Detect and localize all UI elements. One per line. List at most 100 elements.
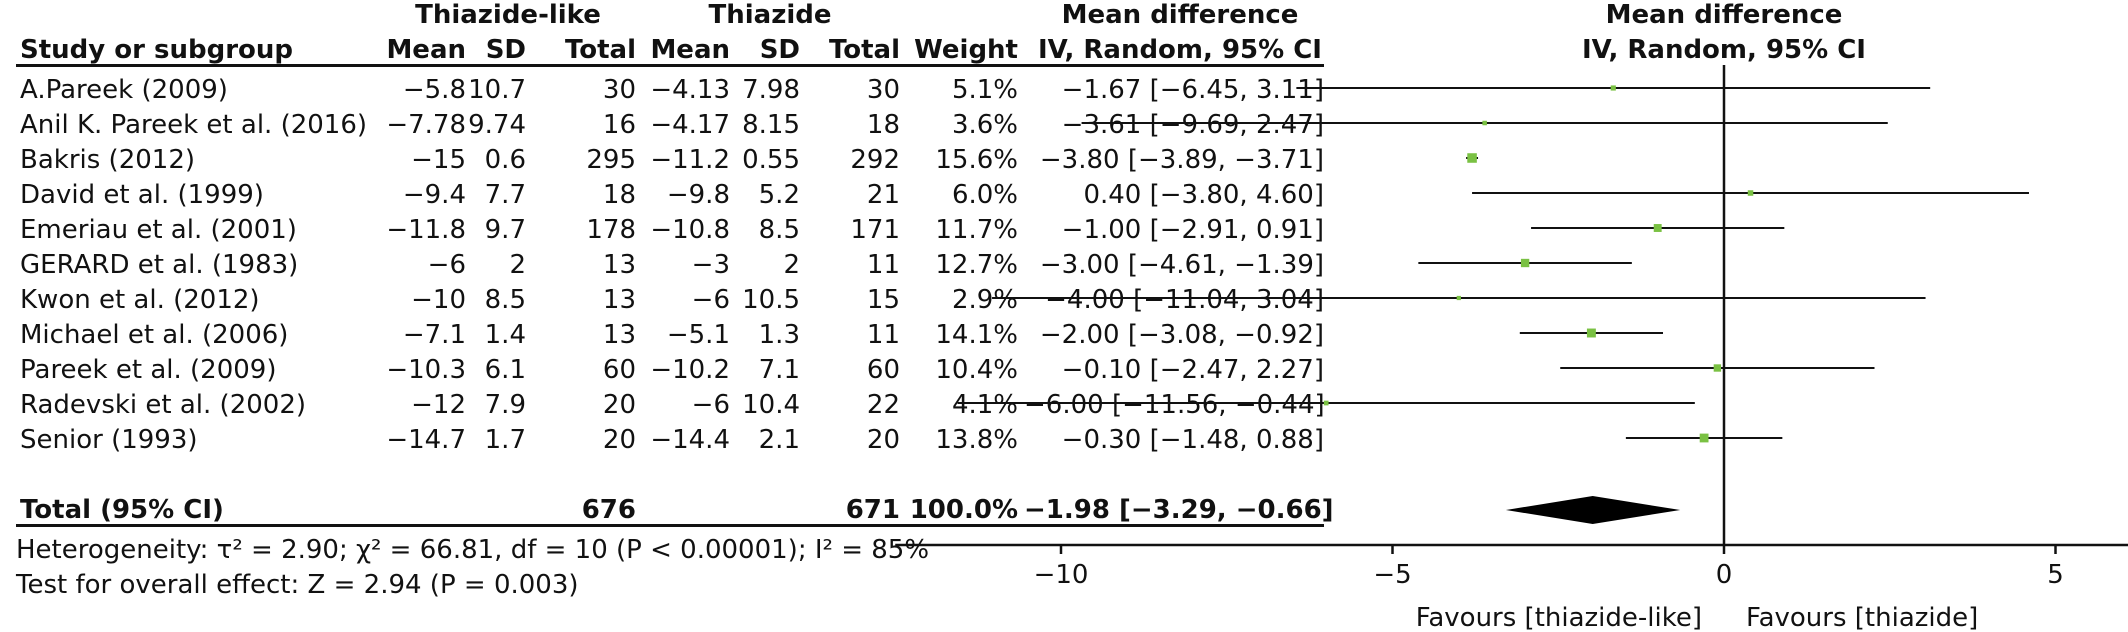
- favours-right-label: Favours [thiazide]: [1746, 603, 1978, 632]
- mean1-cell: −10.3: [386, 355, 466, 385]
- study-marker: [1323, 400, 1329, 406]
- sd1-cell: 1.4: [484, 320, 526, 350]
- weight-cell: 15.6%: [935, 145, 1018, 175]
- plot-header-sub: IV, Random, 95% CI: [1582, 35, 1866, 65]
- sd2-cell: 2: [783, 250, 800, 280]
- total1-sum: 676: [581, 495, 636, 525]
- weight-cell: 2.9%: [951, 285, 1018, 315]
- total1-cell: 20: [602, 390, 636, 420]
- mean1-cell: −7.1: [402, 320, 466, 350]
- sd1-cell: 6.1: [484, 355, 526, 385]
- total1-header: Total: [564, 35, 636, 65]
- mean2-cell: −6: [691, 285, 730, 315]
- study-name: A.Pareek (2009): [20, 75, 228, 105]
- study-marker: [1747, 190, 1754, 196]
- x-tick-label: −10: [1034, 560, 1089, 590]
- study-name: Emeriau et al. (2001): [20, 215, 297, 245]
- study-name: David et al. (1999): [20, 180, 264, 210]
- x-tick-label: 0: [1716, 560, 1733, 590]
- study-marker: [1699, 433, 1709, 443]
- sd2-cell: 10.4: [742, 390, 800, 420]
- study-name: Radevski et al. (2002): [20, 390, 306, 420]
- total1-cell: 13: [602, 320, 636, 350]
- sd2-cell: 10.5: [742, 285, 800, 315]
- study-marker: [1467, 153, 1477, 163]
- total1-cell: 295: [586, 145, 636, 175]
- study-marker: [1713, 364, 1722, 372]
- study-name: Bakris (2012): [20, 145, 196, 175]
- study-marker: [1520, 258, 1530, 268]
- weight-cell: 6.0%: [951, 180, 1018, 210]
- sd1-cell: 9.7: [484, 215, 526, 245]
- plot-header-title: Mean difference: [1605, 0, 1843, 30]
- mean2-cell: −10.8: [650, 215, 730, 245]
- total-label: Total (95% CI): [20, 495, 224, 525]
- mean1-cell: −5.8: [402, 75, 466, 105]
- x-axis-ticks: −10−50510: [1034, 545, 2064, 590]
- total2-cell: 22: [866, 390, 900, 420]
- sd1-cell: 7.7: [484, 180, 526, 210]
- study-name: Senior (1993): [20, 425, 198, 455]
- weight-cell: 12.7%: [935, 250, 1018, 280]
- study-name: Kwon et al. (2012): [20, 285, 260, 315]
- study-marker: [1456, 295, 1461, 301]
- group1-header: Thiazide-like: [415, 0, 601, 30]
- ci-cell: −6.00 [−11.56, −0.44]: [1024, 390, 1325, 420]
- header-rule: [16, 64, 1324, 67]
- total2-cell: 18: [866, 110, 900, 140]
- mean1-header: Mean: [386, 35, 466, 65]
- total1-cell: 16: [602, 110, 636, 140]
- sd2-cell: 8.5: [758, 215, 800, 245]
- total2-cell: 15: [866, 285, 900, 315]
- study-marker: [1653, 224, 1662, 232]
- ci-cell: −1.67 [−6.45, 3.11]: [1061, 75, 1324, 105]
- total-rule: [16, 524, 1324, 527]
- study-name: Pareek et al. (2009): [20, 355, 277, 385]
- mean1-cell: −15: [411, 145, 466, 175]
- mean1-cell: −7.78: [386, 110, 466, 140]
- mean2-cell: −5.1: [666, 320, 730, 350]
- mean1-cell: −9.4: [402, 180, 466, 210]
- ci-cell: −0.10 [−2.47, 2.27]: [1061, 355, 1324, 385]
- mean2-header: Mean: [650, 35, 730, 65]
- total2-cell: 11: [866, 320, 900, 350]
- total2-cell: 21: [866, 180, 900, 210]
- total1-cell: 60: [602, 355, 636, 385]
- mean2-cell: −4.17: [650, 110, 730, 140]
- study-name: Michael et al. (2006): [20, 320, 289, 350]
- sd1-cell: 0.6: [484, 145, 526, 175]
- mean2-cell: −11.2: [650, 145, 730, 175]
- sd1-cell: 1.7: [484, 425, 526, 455]
- mean1-cell: −10: [411, 285, 466, 315]
- sd2-cell: 5.2: [758, 180, 800, 210]
- mean2-cell: −9.8: [666, 180, 730, 210]
- pooled-diamond: [1505, 496, 1681, 524]
- sd2-header: SD: [759, 35, 800, 65]
- sd2-cell: 1.3: [758, 320, 800, 350]
- mean1-cell: −11.8: [386, 215, 466, 245]
- sd1-cell: 10.7: [468, 75, 526, 105]
- total2-cell: 60: [866, 355, 900, 385]
- study-marker: [1482, 120, 1487, 126]
- group2-header: Thiazide: [708, 0, 832, 30]
- total1-cell: 18: [602, 180, 636, 210]
- total2-cell: 11: [866, 250, 900, 280]
- study-column-header: Study or subgroup: [20, 35, 294, 65]
- sd2-cell: 7.1: [758, 355, 800, 385]
- total2-header: Total: [828, 35, 900, 65]
- weight-cell: 4.1%: [951, 390, 1018, 420]
- mean2-cell: −4.13: [650, 75, 730, 105]
- ci-cell: −1.00 [−2.91, 0.91]: [1061, 215, 1324, 245]
- mean2-cell: −14.4: [650, 425, 730, 455]
- sd2-cell: 0.55: [742, 145, 800, 175]
- weight-header: Weight: [914, 35, 1018, 65]
- sd2-cell: 2.1: [758, 425, 800, 455]
- ci-lines: [957, 87, 2029, 439]
- sd2-cell: 8.15: [742, 110, 800, 140]
- mean1-cell: −12: [411, 390, 466, 420]
- ci-cell: −0.30 [−1.48, 0.88]: [1061, 425, 1324, 455]
- mean2-cell: −3: [691, 250, 730, 280]
- x-tick-label: −5: [1373, 560, 1411, 590]
- md-header-sub: IV, Random, 95% CI: [1038, 35, 1322, 65]
